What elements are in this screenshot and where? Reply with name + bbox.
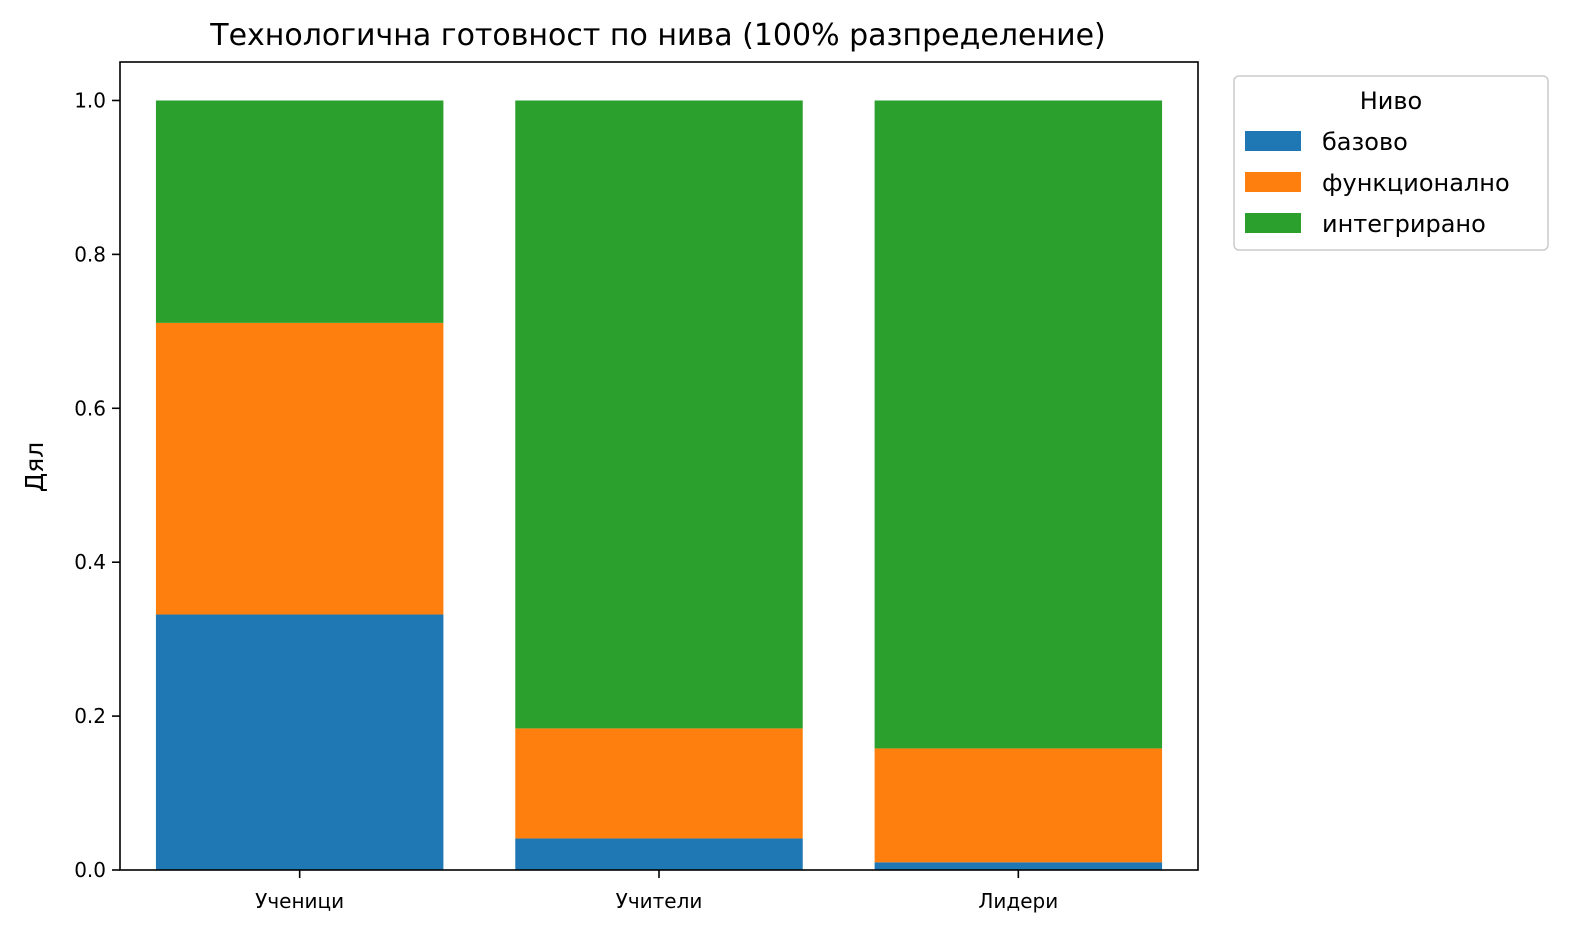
y-tick-label: 0.4 <box>74 550 106 574</box>
bars-layer <box>155 100 1163 870</box>
legend-swatch <box>1245 172 1301 192</box>
bar-2-series-1 <box>515 838 803 870</box>
plot-area-frame <box>119 61 1199 871</box>
y-tick-label: 0.2 <box>74 704 106 728</box>
y-tick-label: 1.0 <box>74 88 106 112</box>
y-axis-label: Дял <box>20 442 49 493</box>
legend-entries: базово функционално интегрирано <box>1245 128 1510 238</box>
y-tick-label: 0.0 <box>74 858 106 882</box>
bar-1-series-1 <box>155 614 444 870</box>
bar-3-series-2 <box>874 748 1163 863</box>
legend-label: интегрирано <box>1322 210 1486 238</box>
y-tick-label: 0.8 <box>74 242 106 266</box>
x-axis: Ученици Учители Лидери <box>255 870 1058 913</box>
legend: Ниво базово функционално интегрирано <box>1233 75 1549 251</box>
y-tick-label: 0.6 <box>74 396 106 420</box>
bar-2-series-2 <box>515 728 803 839</box>
legend-box <box>1233 75 1549 251</box>
x-tick-label: Лидери <box>978 889 1058 913</box>
legend-label: базово <box>1322 128 1408 156</box>
bar-1-series-2 <box>155 322 444 615</box>
bar-3-series-1 <box>874 862 1163 870</box>
chart-title: Технологична готовност по нива (100% раз… <box>209 18 1105 53</box>
x-tick-label: Ученици <box>255 889 344 913</box>
legend-swatch <box>1245 213 1301 233</box>
bar-2-series-3 <box>515 100 803 729</box>
bar-1-series-3 <box>155 100 444 323</box>
x-tick-label: Учители <box>616 889 703 913</box>
bar-3-series-3 <box>874 100 1163 749</box>
legend-swatch <box>1245 131 1301 151</box>
legend-label: функционално <box>1322 169 1510 197</box>
y-axis: 0.0 0.2 0.4 0.6 0.8 1.0 <box>74 88 120 882</box>
legend-title: Ниво <box>1360 87 1422 115</box>
